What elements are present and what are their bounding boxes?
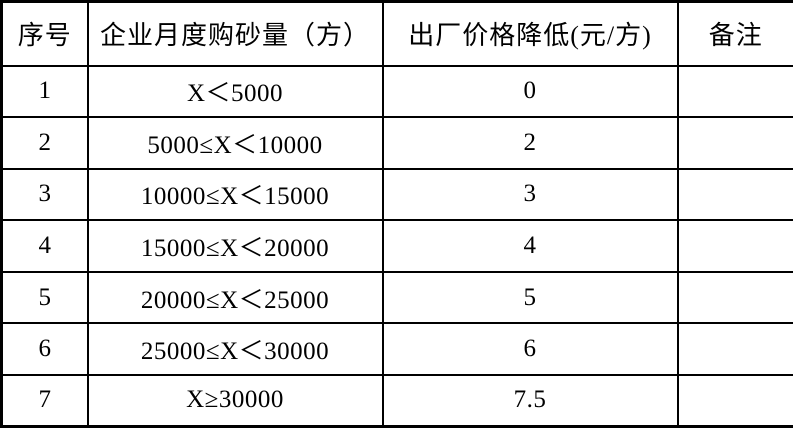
cell-note	[676, 64, 793, 119]
table-header-row: 序号 企业月度购砂量（方） 出厂价格降低(元/方) 备注	[0, 0, 793, 67]
cell-volume: X＜5000	[86, 64, 384, 119]
cell-seq: 5	[0, 270, 89, 325]
cell-reduction: 6	[381, 322, 679, 376]
table-row: 2 5000≤X＜10000 2	[0, 116, 793, 170]
cell-reduction: 5	[381, 270, 679, 325]
cell-volume: 10000≤X＜15000	[86, 167, 384, 222]
column-header-seq: 序号	[0, 0, 89, 67]
cell-volume: 20000≤X＜25000	[86, 270, 384, 325]
cell-volume: 5000≤X＜10000	[86, 116, 384, 170]
cell-note	[676, 116, 793, 170]
cell-volume: 25000≤X＜30000	[86, 322, 384, 376]
table-row: 6 25000≤X＜30000 6	[0, 322, 793, 376]
table-row: 7 X≥30000 7.5	[0, 373, 793, 428]
cell-seq: 3	[0, 167, 89, 222]
cell-note	[676, 167, 793, 222]
column-header-volume: 企业月度购砂量（方）	[86, 0, 384, 67]
cell-reduction: 4	[381, 219, 679, 273]
cell-seq: 4	[0, 219, 89, 273]
cell-note	[676, 373, 793, 428]
cell-reduction: 2	[381, 116, 679, 170]
cell-note	[676, 270, 793, 325]
table-row: 4 15000≤X＜20000 4	[0, 219, 793, 273]
table-row: 5 20000≤X＜25000 5	[0, 270, 793, 325]
cell-note	[676, 219, 793, 273]
cell-seq: 6	[0, 322, 89, 376]
cell-seq: 7	[0, 373, 89, 428]
cell-reduction: 3	[381, 167, 679, 222]
column-header-note: 备注	[676, 0, 793, 67]
cell-reduction: 7.5	[381, 373, 679, 428]
column-header-reduction: 出厂价格降低(元/方)	[381, 0, 679, 67]
cell-reduction: 0	[381, 64, 679, 119]
cell-seq: 1	[0, 64, 89, 119]
table-row: 1 X＜5000 0	[0, 64, 793, 119]
cell-volume: 15000≤X＜20000	[86, 219, 384, 273]
cell-seq: 2	[0, 116, 89, 170]
cell-volume: X≥30000	[86, 373, 384, 428]
cell-note	[676, 322, 793, 376]
table-row: 3 10000≤X＜15000 3	[0, 167, 793, 222]
